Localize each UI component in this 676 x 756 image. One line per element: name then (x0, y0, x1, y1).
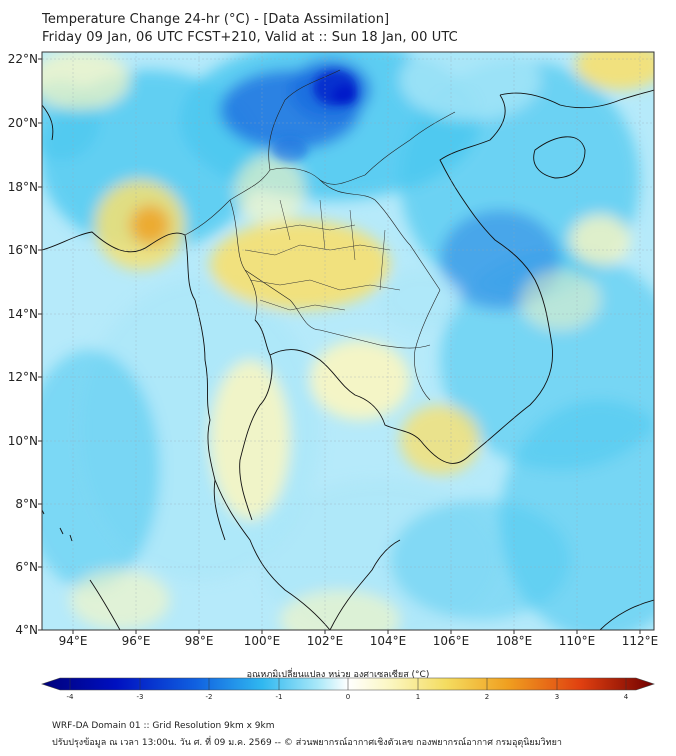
field-blob (280, 590, 400, 630)
field-blob (390, 500, 570, 620)
temperature-change-map (38, 51, 655, 634)
lon-label: 96°E (121, 634, 151, 648)
coastlines-and-borders (42, 69, 654, 630)
field-blob (130, 205, 170, 245)
lon-label: 104°E (369, 634, 407, 648)
lat-label: 8°N (15, 497, 38, 511)
lat-label: 20°N (7, 116, 38, 130)
colorbar-label: -3 (136, 693, 144, 701)
field-blob (310, 340, 410, 420)
lat-label: 18°N (7, 180, 38, 194)
colorbar-label: 2 (484, 693, 490, 701)
lat-label: 4°N (15, 623, 38, 637)
field-core (272, 138, 308, 162)
chart-title: Temperature Change 24-hr (°C) - [Data As… (42, 12, 390, 27)
colorbar-title: อุณหภูมิเปลี่ยนแปลง หน่วย องศาเซลเซียส (… (246, 670, 430, 680)
field-core (333, 85, 357, 105)
colorbar-label: -4 (66, 693, 74, 701)
footer-credit: ปรับปรุงข้อมูล ณ เวลา 13:00น. วัน ศ. ที่… (52, 738, 562, 748)
lat-label: 12°N (7, 370, 38, 384)
field-blob (70, 570, 170, 630)
colorbar-label: 0 (345, 693, 351, 701)
field-blob (400, 405, 480, 475)
lat-label: 14°N (7, 307, 38, 321)
colorbar (41, 677, 655, 691)
colorbar-label: -1 (275, 693, 283, 701)
chart-subtitle: Friday 09 Jan, 06 UTC FCST+210, Valid at… (42, 30, 458, 45)
lon-label: 100°E (243, 634, 281, 648)
axis-ticks (38, 58, 641, 634)
colorbar-label: 3 (554, 693, 560, 701)
field-layer (42, 52, 654, 630)
colorbar-label: 4 (623, 693, 629, 701)
field-blob (400, 52, 540, 120)
colorbar-label: 1 (415, 693, 421, 701)
lat-label: 16°N (7, 243, 38, 257)
field-blob (575, 52, 654, 90)
colorbar-label: -2 (205, 693, 213, 701)
map-frame (41, 51, 655, 631)
field-blob (42, 350, 160, 590)
field-blob (520, 270, 600, 330)
lon-label: 98°E (184, 634, 214, 648)
lon-label: 102°E (306, 634, 344, 648)
lat-label: 22°N (7, 52, 38, 66)
field-blob (42, 52, 130, 110)
lon-label: 94°E (58, 634, 88, 648)
field-blob (380, 270, 460, 330)
field-blob (210, 360, 290, 520)
lon-label: 106°E (432, 634, 470, 648)
gridlines (42, 52, 654, 630)
field-blob (570, 215, 630, 265)
lon-label: 112°E (621, 634, 659, 648)
footer-model-info: WRF-DA Domain 01 :: Grid Resolution 9km … (52, 721, 275, 731)
field-blob (210, 220, 390, 310)
lat-label: 10°N (7, 434, 38, 448)
field-blob (235, 155, 305, 225)
lat-label: 6°N (15, 560, 38, 574)
lon-label: 108°E (495, 634, 533, 648)
lon-label: 110°E (558, 634, 596, 648)
